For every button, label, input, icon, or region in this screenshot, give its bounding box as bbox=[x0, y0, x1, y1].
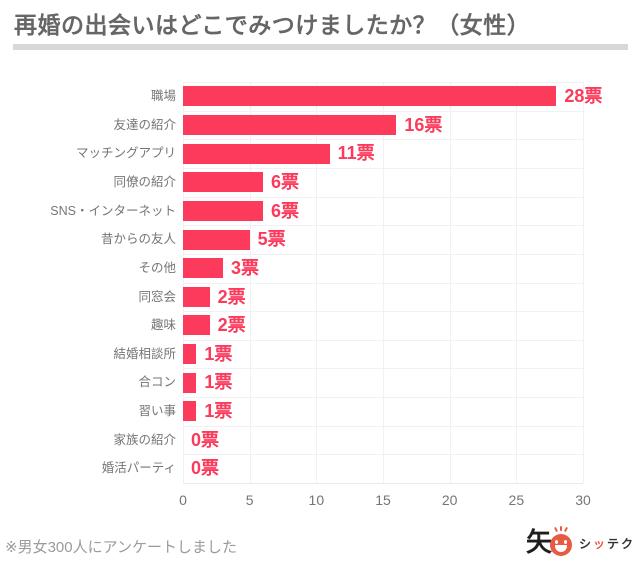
category-label: 家族の紹介 bbox=[113, 432, 176, 447]
bar bbox=[183, 286, 210, 307]
category-label: マッチングアプリ bbox=[75, 146, 176, 161]
bar bbox=[183, 315, 210, 336]
gridline-horizontal bbox=[183, 397, 583, 399]
footnote: ※男女300人にアンケートしました bbox=[5, 539, 237, 556]
gridline-vertical bbox=[583, 82, 584, 483]
value-label: 2票 bbox=[217, 286, 246, 307]
gridline-horizontal bbox=[183, 311, 583, 313]
category-label: 友達の紹介 bbox=[113, 117, 176, 132]
x-tick-label: 0 bbox=[179, 492, 187, 508]
logo-kanji: 矢 bbox=[525, 527, 552, 557]
category-label: 習い事 bbox=[138, 404, 176, 419]
value-label: 28票 bbox=[564, 86, 603, 106]
bar bbox=[183, 86, 557, 107]
category-label: その他 bbox=[138, 260, 176, 275]
gridline-horizontal bbox=[183, 196, 583, 198]
bar bbox=[183, 344, 197, 365]
bar bbox=[183, 372, 197, 393]
value-label: 0票 bbox=[191, 458, 220, 479]
category-label: SNS・インターネット bbox=[50, 203, 176, 218]
gridline-horizontal bbox=[183, 167, 583, 169]
logo-text: シッテク bbox=[578, 536, 635, 551]
gridline-horizontal bbox=[183, 425, 583, 427]
bar bbox=[183, 143, 330, 164]
gridline-horizontal bbox=[183, 339, 583, 341]
bar bbox=[183, 200, 263, 221]
bar bbox=[183, 172, 263, 193]
value-label: 1票 bbox=[204, 372, 233, 393]
category-label: 合コン bbox=[138, 375, 176, 390]
value-label: 1票 bbox=[204, 401, 233, 422]
gridline-horizontal bbox=[183, 483, 583, 484]
gridline-horizontal bbox=[183, 282, 583, 284]
value-label: 3票 bbox=[231, 257, 260, 278]
bar bbox=[183, 114, 397, 135]
value-label: 0票 bbox=[191, 429, 220, 450]
gridline-horizontal bbox=[183, 454, 583, 456]
title-divider bbox=[13, 44, 628, 50]
smiley-face-icon bbox=[549, 526, 572, 556]
value-label: 1票 bbox=[204, 343, 233, 364]
category-label: 趣味 bbox=[150, 318, 176, 333]
value-label: 6票 bbox=[271, 171, 300, 192]
value-label: 2票 bbox=[217, 315, 246, 336]
value-label: 6票 bbox=[271, 200, 300, 221]
category-label: 婚活パーティ bbox=[101, 461, 176, 476]
x-tick-label: 20 bbox=[441, 492, 458, 508]
x-tick-label: 10 bbox=[308, 492, 325, 508]
category-label: 同窓会 bbox=[138, 289, 176, 304]
gridline-horizontal bbox=[183, 368, 583, 370]
bar-chart: 0 5 10 15 20 25 30 職場 28票友達の紹介 16票マッチングアプリ 11票同僚の紹… bbox=[50, 82, 603, 508]
x-tick-label: 30 bbox=[575, 492, 591, 508]
bar bbox=[183, 229, 250, 250]
x-tick-label: 15 bbox=[375, 492, 391, 508]
gridline-horizontal bbox=[183, 253, 583, 255]
bar bbox=[183, 258, 223, 279]
category-label: 同僚の紹介 bbox=[113, 174, 176, 189]
brand-logo: 矢 シッテク bbox=[526, 524, 635, 560]
x-tick-label: 25 bbox=[508, 492, 525, 508]
category-label: 結婚相談所 bbox=[113, 346, 176, 361]
gridline-horizontal bbox=[183, 225, 583, 227]
value-label: 11票 bbox=[337, 143, 375, 164]
value-label: 16票 bbox=[404, 114, 443, 135]
gridline-horizontal bbox=[183, 110, 583, 112]
bar bbox=[183, 401, 197, 422]
x-tick-label: 5 bbox=[245, 492, 254, 508]
category-label: 昔からの友人 bbox=[100, 232, 176, 247]
gridline-horizontal bbox=[183, 139, 583, 141]
category-label: 職場 bbox=[150, 89, 176, 103]
value-label: 5票 bbox=[257, 229, 286, 250]
page-title: 再婚の出会いはどこでみつけましたか？（女性） bbox=[14, 12, 531, 38]
gridline-horizontal bbox=[183, 82, 583, 83]
